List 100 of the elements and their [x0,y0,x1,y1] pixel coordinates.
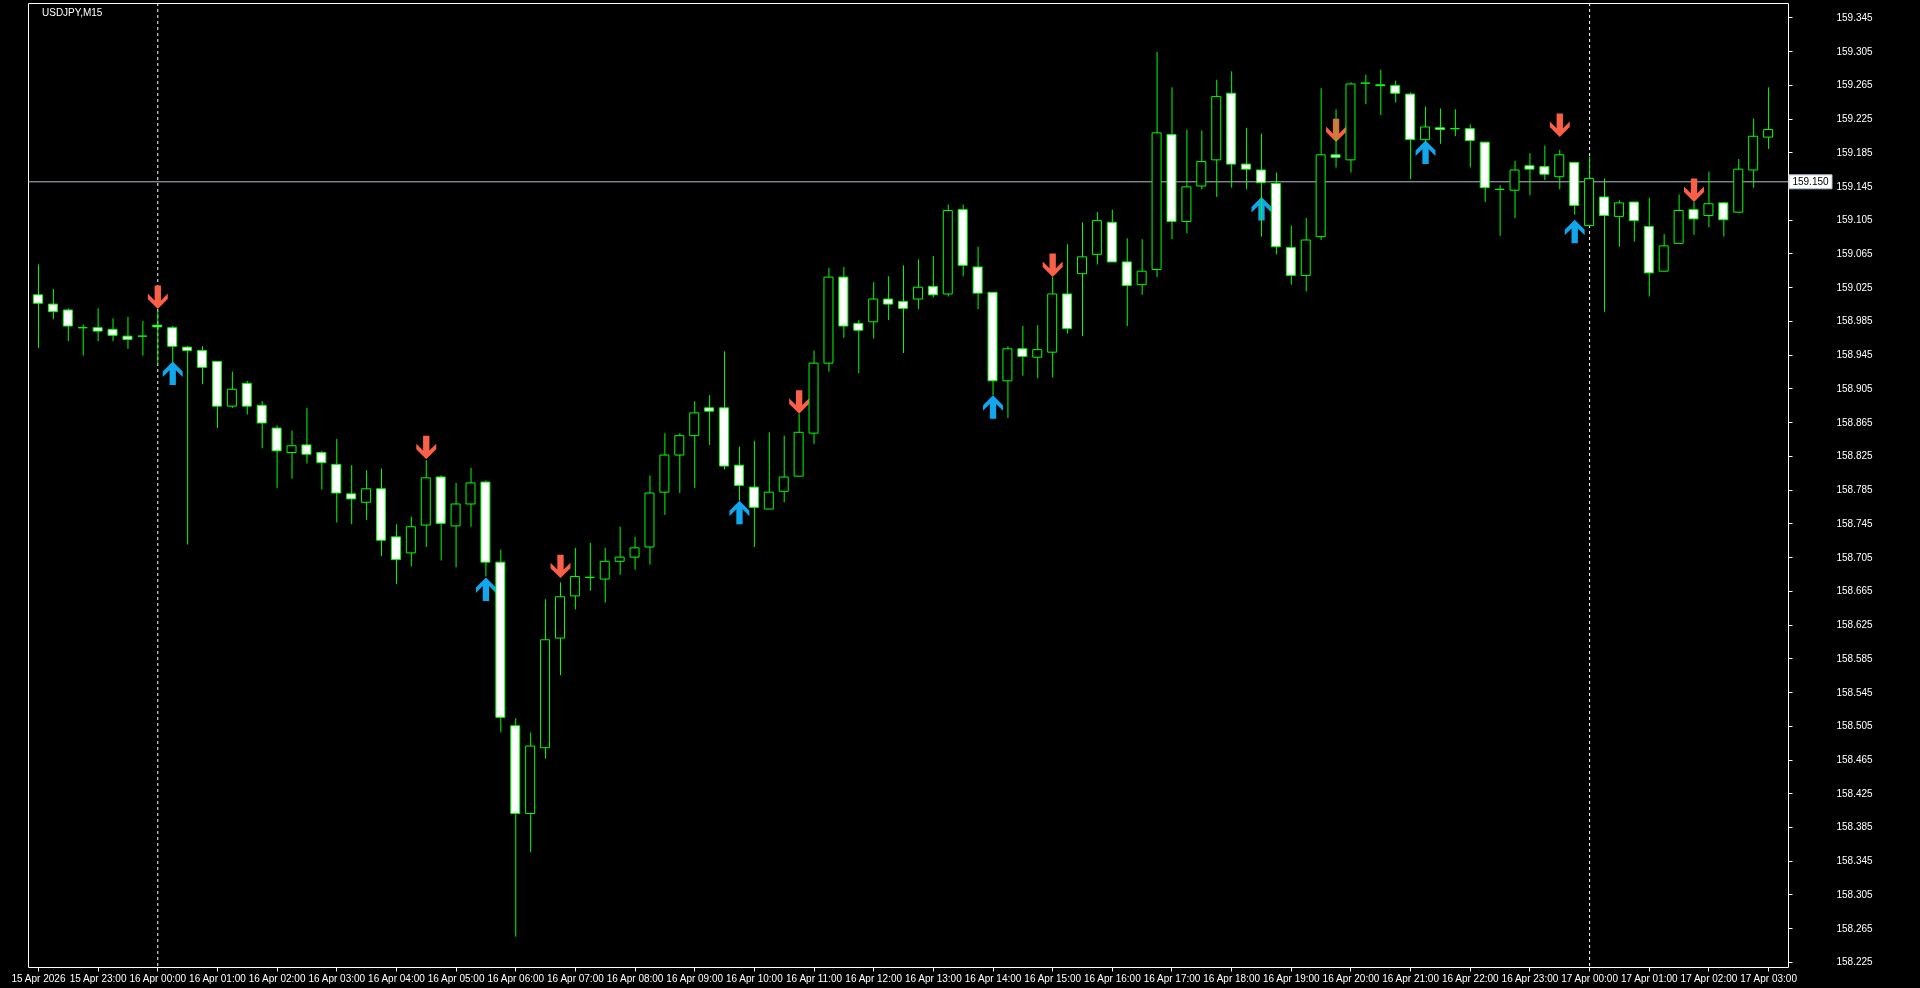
y-tick-label: 159.025 [1836,281,1874,293]
x-tick-label: 16 Apr 04:00 [368,972,426,984]
candlestick [1390,80,1401,104]
candlestick [182,345,193,545]
candlestick [256,400,267,449]
x-tick-label: 17 Apr 02:00 [1680,972,1738,984]
x-tick-label: 16 Apr 09:00 [666,972,724,984]
candlestick [674,432,685,494]
x-tick-label: 15 Apr 23:00 [69,972,127,984]
candlestick [271,425,282,489]
candlestick [92,307,103,342]
point [1684,178,1704,202]
candlestick [226,371,237,409]
y-tick-label: 158.505 [1836,720,1874,732]
x-tick-label: 16 Apr 03:00 [308,972,366,984]
x-tick-label: 16 Apr 16:00 [1083,972,1142,984]
y-tick-label: 158.345 [1836,855,1874,867]
candlestick [1255,133,1266,238]
candlestick [465,467,476,528]
y-tick-label: 158.785 [1836,484,1874,496]
y-tick-label: 158.265 [1836,922,1874,934]
candlestick [122,316,133,350]
y-tick-label: 158.425 [1836,787,1874,799]
y-tick-label: 159.305 [1836,45,1874,57]
y-tick-label: 158.385 [1836,821,1874,833]
point [147,285,168,310]
point [789,390,810,414]
candlestick [361,469,372,521]
candlestick [1121,237,1132,327]
candlestick [868,281,879,340]
candlestick [1032,324,1043,379]
candlestick [1763,86,1774,150]
candlestick [1628,201,1639,243]
chart-title: USDJPY,M15 [42,7,103,18]
candlestick [733,446,744,502]
y-tick-label: 159.145 [1836,180,1874,192]
candlestick [927,255,938,298]
x-tick-label: 16 Apr 19:00 [1262,972,1321,984]
x-tick-label: 16 Apr 22:00 [1441,972,1500,984]
candlestick [1077,221,1088,337]
x-tick-label: 16 Apr 02:00 [248,972,306,984]
candlestick [1420,106,1431,142]
x-tick-label: 16 Apr 20:00 [1322,972,1380,984]
candlestick [569,547,580,610]
candlestick [1718,201,1729,238]
candlestick [316,450,327,491]
x-tick-label: 16 Apr 12:00 [845,972,903,984]
candlestick [450,482,461,568]
y-tick-label: 158.585 [1836,652,1874,664]
candlestick [167,325,178,363]
x-tick-label: 16 Apr 07:00 [547,972,605,984]
candlestick [197,345,208,385]
candlestick [390,523,401,585]
candlestick [883,275,894,321]
candlestick [1599,177,1610,313]
candlestick [1613,199,1624,248]
candlestick [912,258,923,310]
x-tick-label: 17 Apr 01:00 [1620,972,1679,984]
y-tick-label: 158.625 [1836,619,1874,631]
candlestick [1434,107,1445,145]
y-tick-label: 158.665 [1836,585,1874,597]
point [1564,219,1585,244]
candlestick [1375,69,1386,116]
x-tick-label: 17 Apr 00:00 [1561,972,1619,984]
x-tick-label: 16 Apr 14:00 [964,972,1022,984]
candlestick [47,288,58,320]
candlestick [1539,145,1550,181]
y-tick-label: 159.225 [1836,113,1874,125]
x-tick-label: 16 Apr 10:00 [726,972,784,984]
candlestick [614,526,625,576]
candlestick [137,320,148,357]
candlestick [1136,238,1147,296]
point [1415,140,1436,165]
candlestick [1703,171,1714,228]
y-tick-label: 158.305 [1836,888,1874,900]
candlestick [1330,108,1341,168]
y-tick-label: 158.225 [1836,956,1874,968]
x-tick-label: 16 Apr 01:00 [189,972,247,984]
point [550,554,571,579]
candlestick [32,263,43,349]
y-tick-label: 159.105 [1836,214,1874,226]
candlestick [241,380,252,416]
candlestick [778,435,789,503]
y-tick-label: 158.545 [1836,686,1874,698]
x-tick-label: 16 Apr 08:00 [606,972,664,984]
x-tick-label: 16 Apr 17:00 [1143,972,1201,984]
y-tick-label: 158.465 [1836,754,1874,766]
candlestick [346,464,357,525]
x-tick-label: 16 Apr 06:00 [487,972,545,984]
y-tick-label: 158.865 [1836,416,1874,428]
x-tick-label: 16 Apr 15:00 [1024,972,1082,984]
point [1042,253,1063,278]
candlestick [1360,74,1371,105]
candlestick [1554,149,1565,190]
y-tick-label: 158.825 [1836,450,1874,462]
candlestick [1524,152,1535,196]
x-tick-label: 16 Apr 21:00 [1382,972,1440,984]
point [1549,113,1570,138]
candlestick [853,319,864,374]
candlestick [1464,123,1475,168]
